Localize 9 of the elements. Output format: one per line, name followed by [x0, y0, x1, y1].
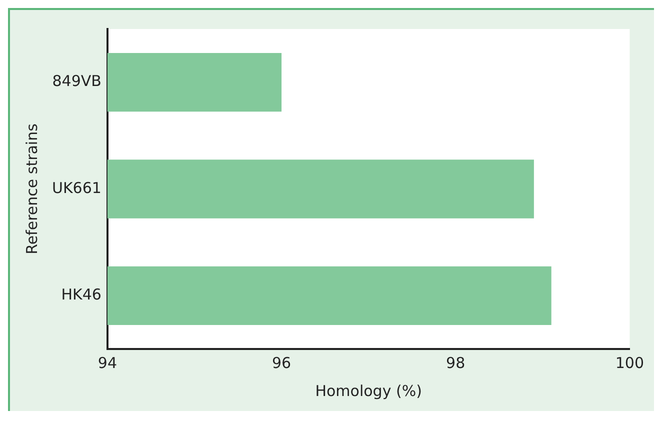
x-tick-label: 96 [272, 354, 292, 372]
y-tick-label: UK661 [52, 178, 102, 197]
y-tick-label: HK46 [61, 286, 102, 304]
x-tick-label: 94 [98, 354, 117, 372]
x-axis-title: Homology (%) [315, 382, 422, 400]
x-tick-label: 100 [615, 354, 644, 372]
y-axis-title: Reference strains [22, 123, 41, 254]
y-tick-label: 849VB [52, 72, 102, 90]
x-tick-label: 98 [446, 354, 466, 372]
